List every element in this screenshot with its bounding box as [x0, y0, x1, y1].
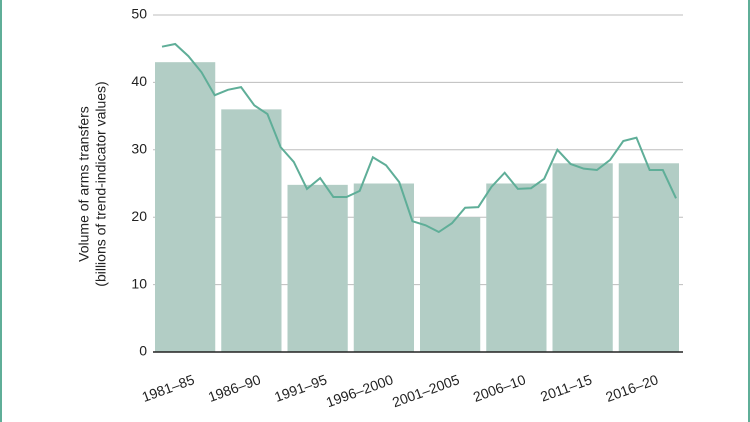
x-tick-label: 1996–2000 — [324, 371, 396, 410]
x-tick-label: 1986–90 — [206, 371, 263, 405]
x-tick-label: 1981–85 — [140, 371, 197, 405]
bar — [221, 109, 282, 352]
y-tick-label: 0 — [139, 343, 147, 359]
y-tick-label: 20 — [131, 208, 147, 224]
x-tick-label: 1991–95 — [272, 371, 329, 405]
y-axis-title: Volume of arms transfers (billions of tr… — [76, 81, 109, 286]
x-tick-label: 2016–20 — [603, 371, 660, 405]
y-axis-title-line: Volume of arms transfers — [76, 106, 92, 262]
y-tick-label: 30 — [131, 141, 147, 157]
bar — [552, 163, 613, 352]
x-tick-label: 2001–2005 — [390, 371, 462, 410]
x-tick-label: 2011–15 — [538, 371, 594, 404]
bar — [420, 217, 481, 352]
bar — [618, 163, 679, 352]
y-axis-title-line: (billions of trend-indicator values) — [93, 81, 109, 286]
y-tick-label: 50 — [131, 6, 147, 22]
x-tick-label: 2006–10 — [471, 371, 528, 405]
bar — [353, 183, 414, 352]
y-tick-label: 10 — [131, 275, 147, 291]
bar — [486, 183, 547, 352]
trend-line — [161, 42, 677, 234]
bar — [287, 184, 348, 352]
y-tick-label: 40 — [131, 73, 147, 89]
bar — [155, 62, 216, 353]
